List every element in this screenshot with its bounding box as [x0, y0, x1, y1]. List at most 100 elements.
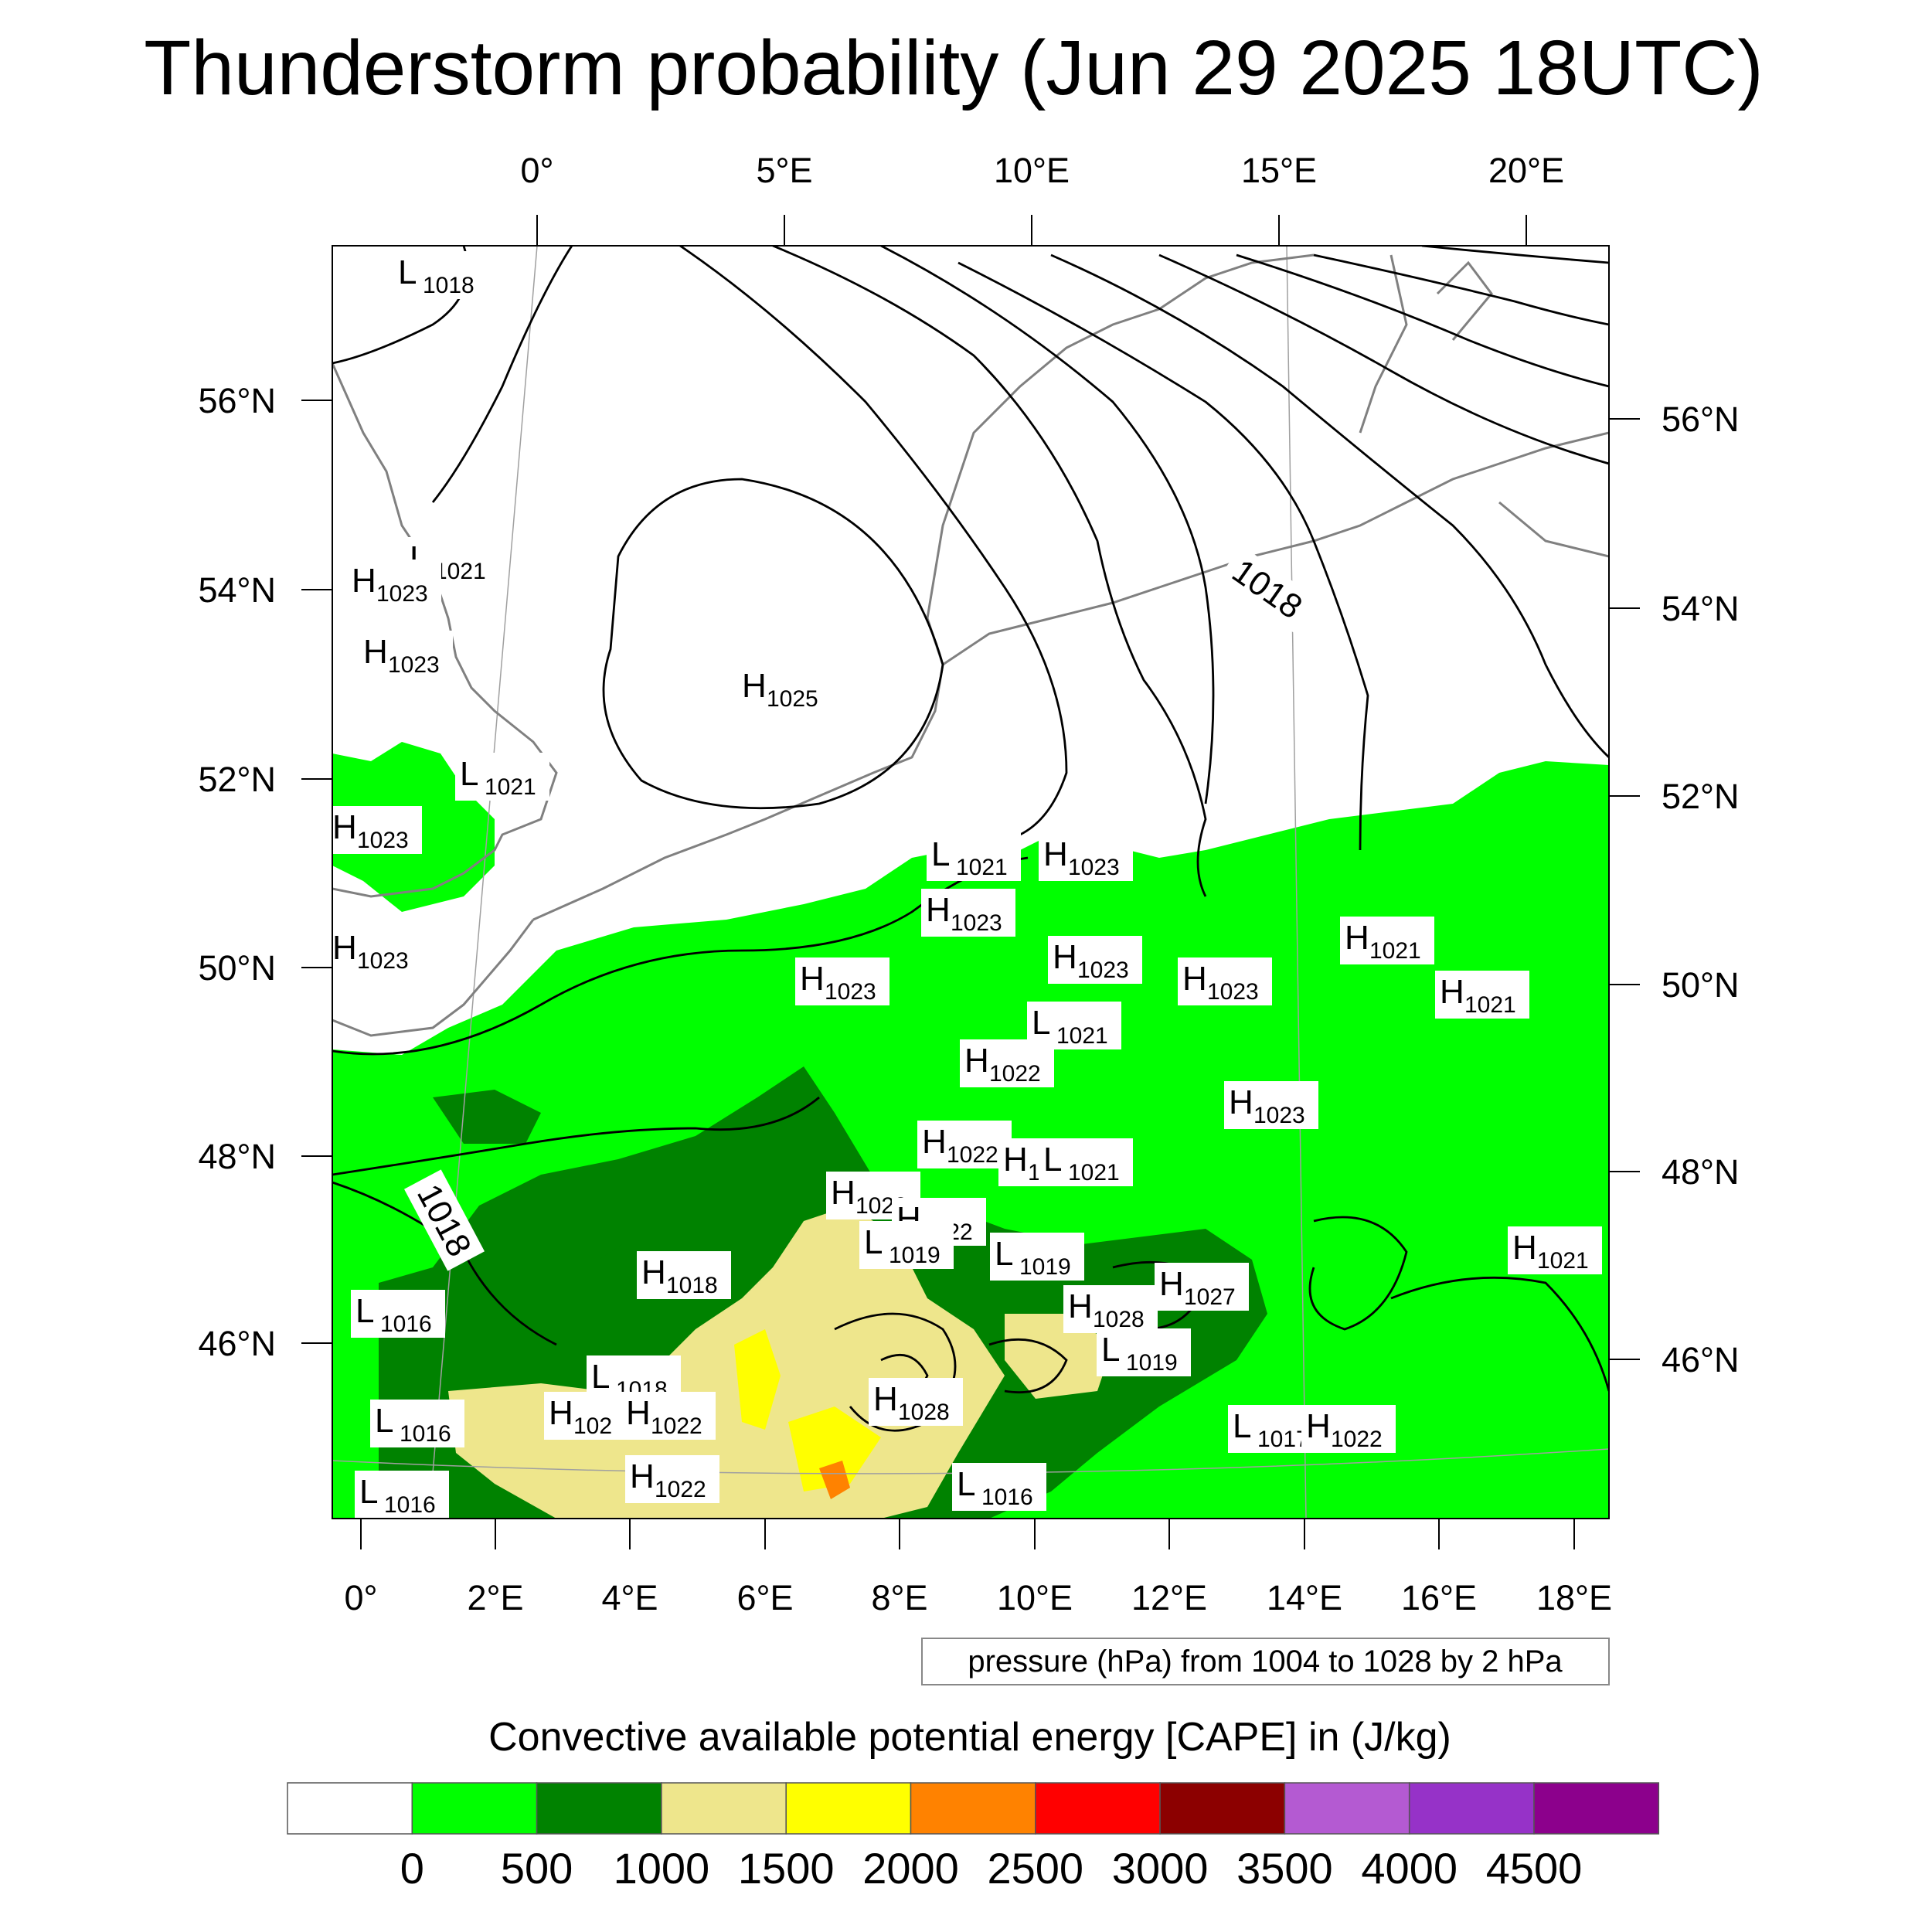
pressure-center-value: 102 — [573, 1413, 612, 1439]
pressure-center-bg — [355, 1471, 449, 1519]
pressure-center-bg — [625, 1455, 719, 1503]
pressure-center-value: 1018 — [423, 273, 474, 298]
pressure-center-value: 1023 — [825, 979, 876, 1005]
pressure-center-bg — [347, 560, 441, 607]
pressure-center-bg — [332, 806, 422, 854]
right-axis-label: 54°N — [1662, 589, 1740, 628]
colorbar-tick-label: 2500 — [988, 1844, 1084, 1893]
pressure-center-value: 1022 — [989, 1061, 1041, 1087]
colorbar-swatch — [1159, 1782, 1286, 1835]
pressure-center-bg — [960, 1039, 1054, 1087]
pressure-center-high: H 1023 — [795, 957, 889, 1005]
pressure-center-bg — [1155, 1263, 1249, 1311]
pressure-center-value: 1023 — [1207, 979, 1259, 1005]
pressure-center-bg — [1097, 1328, 1191, 1376]
pressure-center-value: 1019 — [1019, 1254, 1071, 1280]
colorbar-swatch — [910, 1782, 1036, 1835]
pressure-center-value: 1022 — [1331, 1427, 1383, 1452]
pressure-center-kind: H — [1068, 1287, 1093, 1325]
pressure-center-bg — [1508, 1226, 1602, 1274]
pressure-center-kind: H — [1043, 835, 1068, 873]
pressure-center-bg — [455, 753, 549, 801]
pressure-center-value: 1022 — [655, 1477, 706, 1502]
pressure-center-kind: H — [1182, 960, 1207, 998]
top-axis-label: 15°E — [1241, 151, 1317, 190]
pressure-center-low: L 1016 — [351, 1290, 445, 1338]
pressure-center-low: L 1016 — [370, 1400, 464, 1447]
pressure-center-bg — [1048, 936, 1142, 984]
pressure-center-high: H 1023 — [1039, 833, 1133, 881]
pressure-center-bg — [1039, 833, 1133, 881]
left-axis-label: 48°N — [198, 1137, 276, 1176]
pressure-center-kind: H — [1003, 1141, 1028, 1179]
pressure-center-bg — [1063, 1285, 1158, 1333]
pressure-center-value: 1023 — [357, 948, 409, 974]
colorbar-swatch — [785, 1782, 912, 1835]
pressure-center-bg — [869, 1378, 963, 1426]
pressure-center-bg — [359, 631, 453, 679]
top-axis-label: 20°E — [1488, 151, 1564, 190]
cape-area-2000-2500 — [819, 1461, 850, 1499]
pressure-center-value: 1016 — [380, 1311, 432, 1337]
pressure-center-kind: L — [931, 835, 950, 873]
pressure-center-kind: H — [1053, 938, 1077, 976]
pressure-center-bg — [1340, 917, 1434, 964]
pressure-note-text: pressure (hPa) from 1004 to 1028 by 2 hP… — [968, 1645, 1563, 1679]
pressure-center-value: 1022 — [651, 1413, 702, 1439]
colorbar-tick-labels: 0 500 1000 1500 2000 2500 3000 3500 4000 4500 — [400, 1844, 1583, 1893]
pressure-center-kind: H — [873, 1380, 898, 1418]
pressure-center-bg — [351, 1290, 445, 1338]
pressure-center-kind: H — [926, 891, 951, 929]
left-axis-label: 54°N — [198, 570, 276, 610]
pressure-center-high: H 1023 — [1178, 957, 1272, 1005]
pressure-center-low: L 1019 — [990, 1233, 1084, 1281]
pressure-center-value: 1023 — [388, 652, 440, 678]
pressure-center-value: 1021 — [434, 559, 486, 584]
colorbar-title: Convective available potential energy [C… — [488, 1715, 1451, 1760]
left-axis-label: 46°N — [198, 1324, 276, 1363]
pressure-center-bg — [921, 889, 1015, 937]
top-axis-label: 10°E — [994, 151, 1070, 190]
pressure-center-kind: H — [626, 1394, 651, 1432]
right-axis-label: 50°N — [1662, 965, 1740, 1005]
pressure-center-kind: H — [742, 667, 767, 705]
pressure-center-low: L 1016 — [355, 1471, 449, 1519]
pressure-center-value: 1021 — [1369, 938, 1421, 964]
pressure-center-value: 1023 — [1077, 957, 1129, 983]
pressure-center-bg — [859, 1221, 954, 1269]
pressure-center-kind: L — [1032, 1004, 1050, 1042]
bottom-axis-label: 6°E — [736, 1578, 793, 1617]
pressure-center-value: 1016 — [400, 1421, 451, 1447]
bottom-axis-label: 4°E — [601, 1578, 658, 1617]
pressure-center-kind: H — [352, 562, 376, 600]
left-axis-label: 52°N — [198, 760, 276, 799]
pressure-center-bg — [1435, 971, 1529, 1019]
pressure-center-value: 1028 — [898, 1400, 950, 1425]
right-axis-label: 56°N — [1662, 400, 1740, 439]
pressure-center-kind: H — [1306, 1407, 1331, 1445]
pressure-center-value: 1021 — [1056, 1023, 1108, 1049]
pressure-center-value: 1016 — [384, 1492, 436, 1518]
pressure-center-value: 1023 — [376, 581, 428, 607]
pressure-center-value: 1021 — [1464, 992, 1516, 1018]
pressure-center-high: H 1023 — [359, 631, 453, 679]
pressure-center-high: H 1021 — [1435, 971, 1529, 1019]
figure-title: Thunderstorm probability (Jun 29 2025 18… — [144, 25, 1763, 111]
pressure-center-bg — [544, 1392, 624, 1440]
colorbar-tick-label: 3000 — [1112, 1844, 1209, 1893]
bottom-axis-label: 0° — [344, 1578, 377, 1617]
colorbar-tick-label: 4000 — [1361, 1844, 1458, 1893]
pressure-center-bg — [1301, 1405, 1396, 1453]
right-axis-label: 46°N — [1662, 1340, 1740, 1379]
pressure-center-high: H 1023 — [1048, 936, 1142, 984]
pressure-center-high: H 1028 — [1063, 1285, 1158, 1333]
cape-area-500-1000-patch — [533, 1206, 634, 1267]
pressure-center-bg — [737, 665, 832, 713]
pressure-center-low: L 1021 — [927, 833, 1021, 881]
top-axis-label: 5°E — [756, 151, 812, 190]
